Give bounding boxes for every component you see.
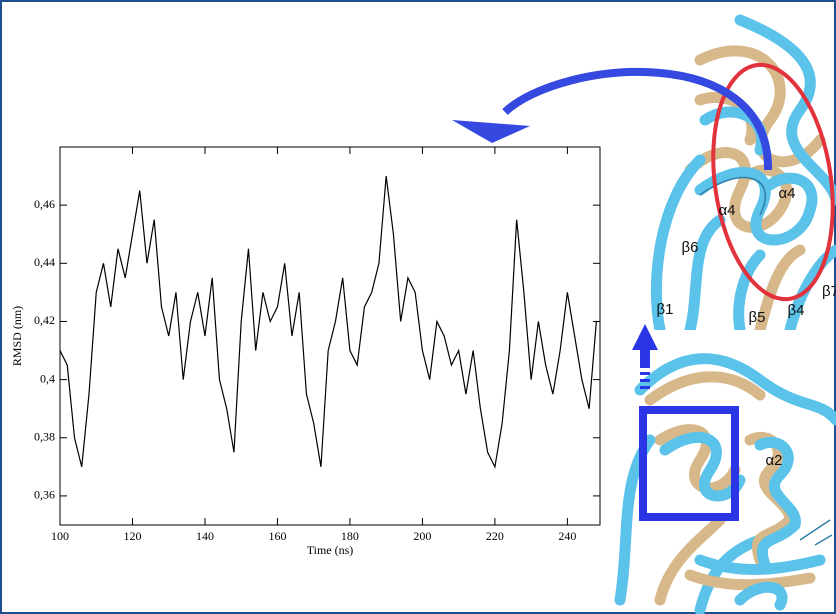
y-tick-label: 0,44 xyxy=(34,255,55,269)
y-tick-label: 0,38 xyxy=(34,430,55,444)
x-tick-label: 160 xyxy=(268,529,286,543)
y-axis-label: RMSD (nm) xyxy=(10,306,24,366)
structure-label: α4 xyxy=(778,185,795,202)
structure-label: α4 xyxy=(718,202,735,219)
highlight-ellipse xyxy=(711,62,835,302)
x-tick-label: 180 xyxy=(341,529,359,543)
structure-label: β1 xyxy=(657,301,674,318)
y-tick-label: 0,42 xyxy=(34,313,55,327)
rmsd-chart: Time (ns) RMSD (nm) 100 120 140 160 180 200 22… xyxy=(10,146,601,557)
data-line xyxy=(59,176,597,469)
arrow xyxy=(640,350,650,368)
x-tick-label: 200 xyxy=(413,529,431,543)
arrow xyxy=(502,68,773,171)
x-tick-label: 220 xyxy=(486,529,504,543)
arrow xyxy=(640,379,650,382)
arrow-head xyxy=(452,120,530,143)
x-axis-label: Time (ns) xyxy=(307,543,354,557)
x-tick-label: 140 xyxy=(196,529,214,543)
structure-label: β5 xyxy=(749,309,766,326)
x-tick-label: 100 xyxy=(51,529,69,543)
y-tick-label: 0,46 xyxy=(34,197,55,211)
structure-label: α2 xyxy=(765,452,782,469)
x-tick-label: 120 xyxy=(123,529,141,543)
structure-label: β7 xyxy=(822,283,836,300)
y-tick-label: 0,4 xyxy=(40,371,55,385)
structure-label: β6 xyxy=(682,239,699,256)
arrow-head xyxy=(632,324,658,350)
arrow xyxy=(640,372,650,375)
structure-label: β4 xyxy=(788,302,805,319)
y-tick-label: 0,36 xyxy=(34,488,55,502)
protein-full xyxy=(614,353,836,614)
arrow xyxy=(640,386,650,389)
zoom-box xyxy=(639,406,739,521)
x-tick-label: 240 xyxy=(558,529,576,543)
